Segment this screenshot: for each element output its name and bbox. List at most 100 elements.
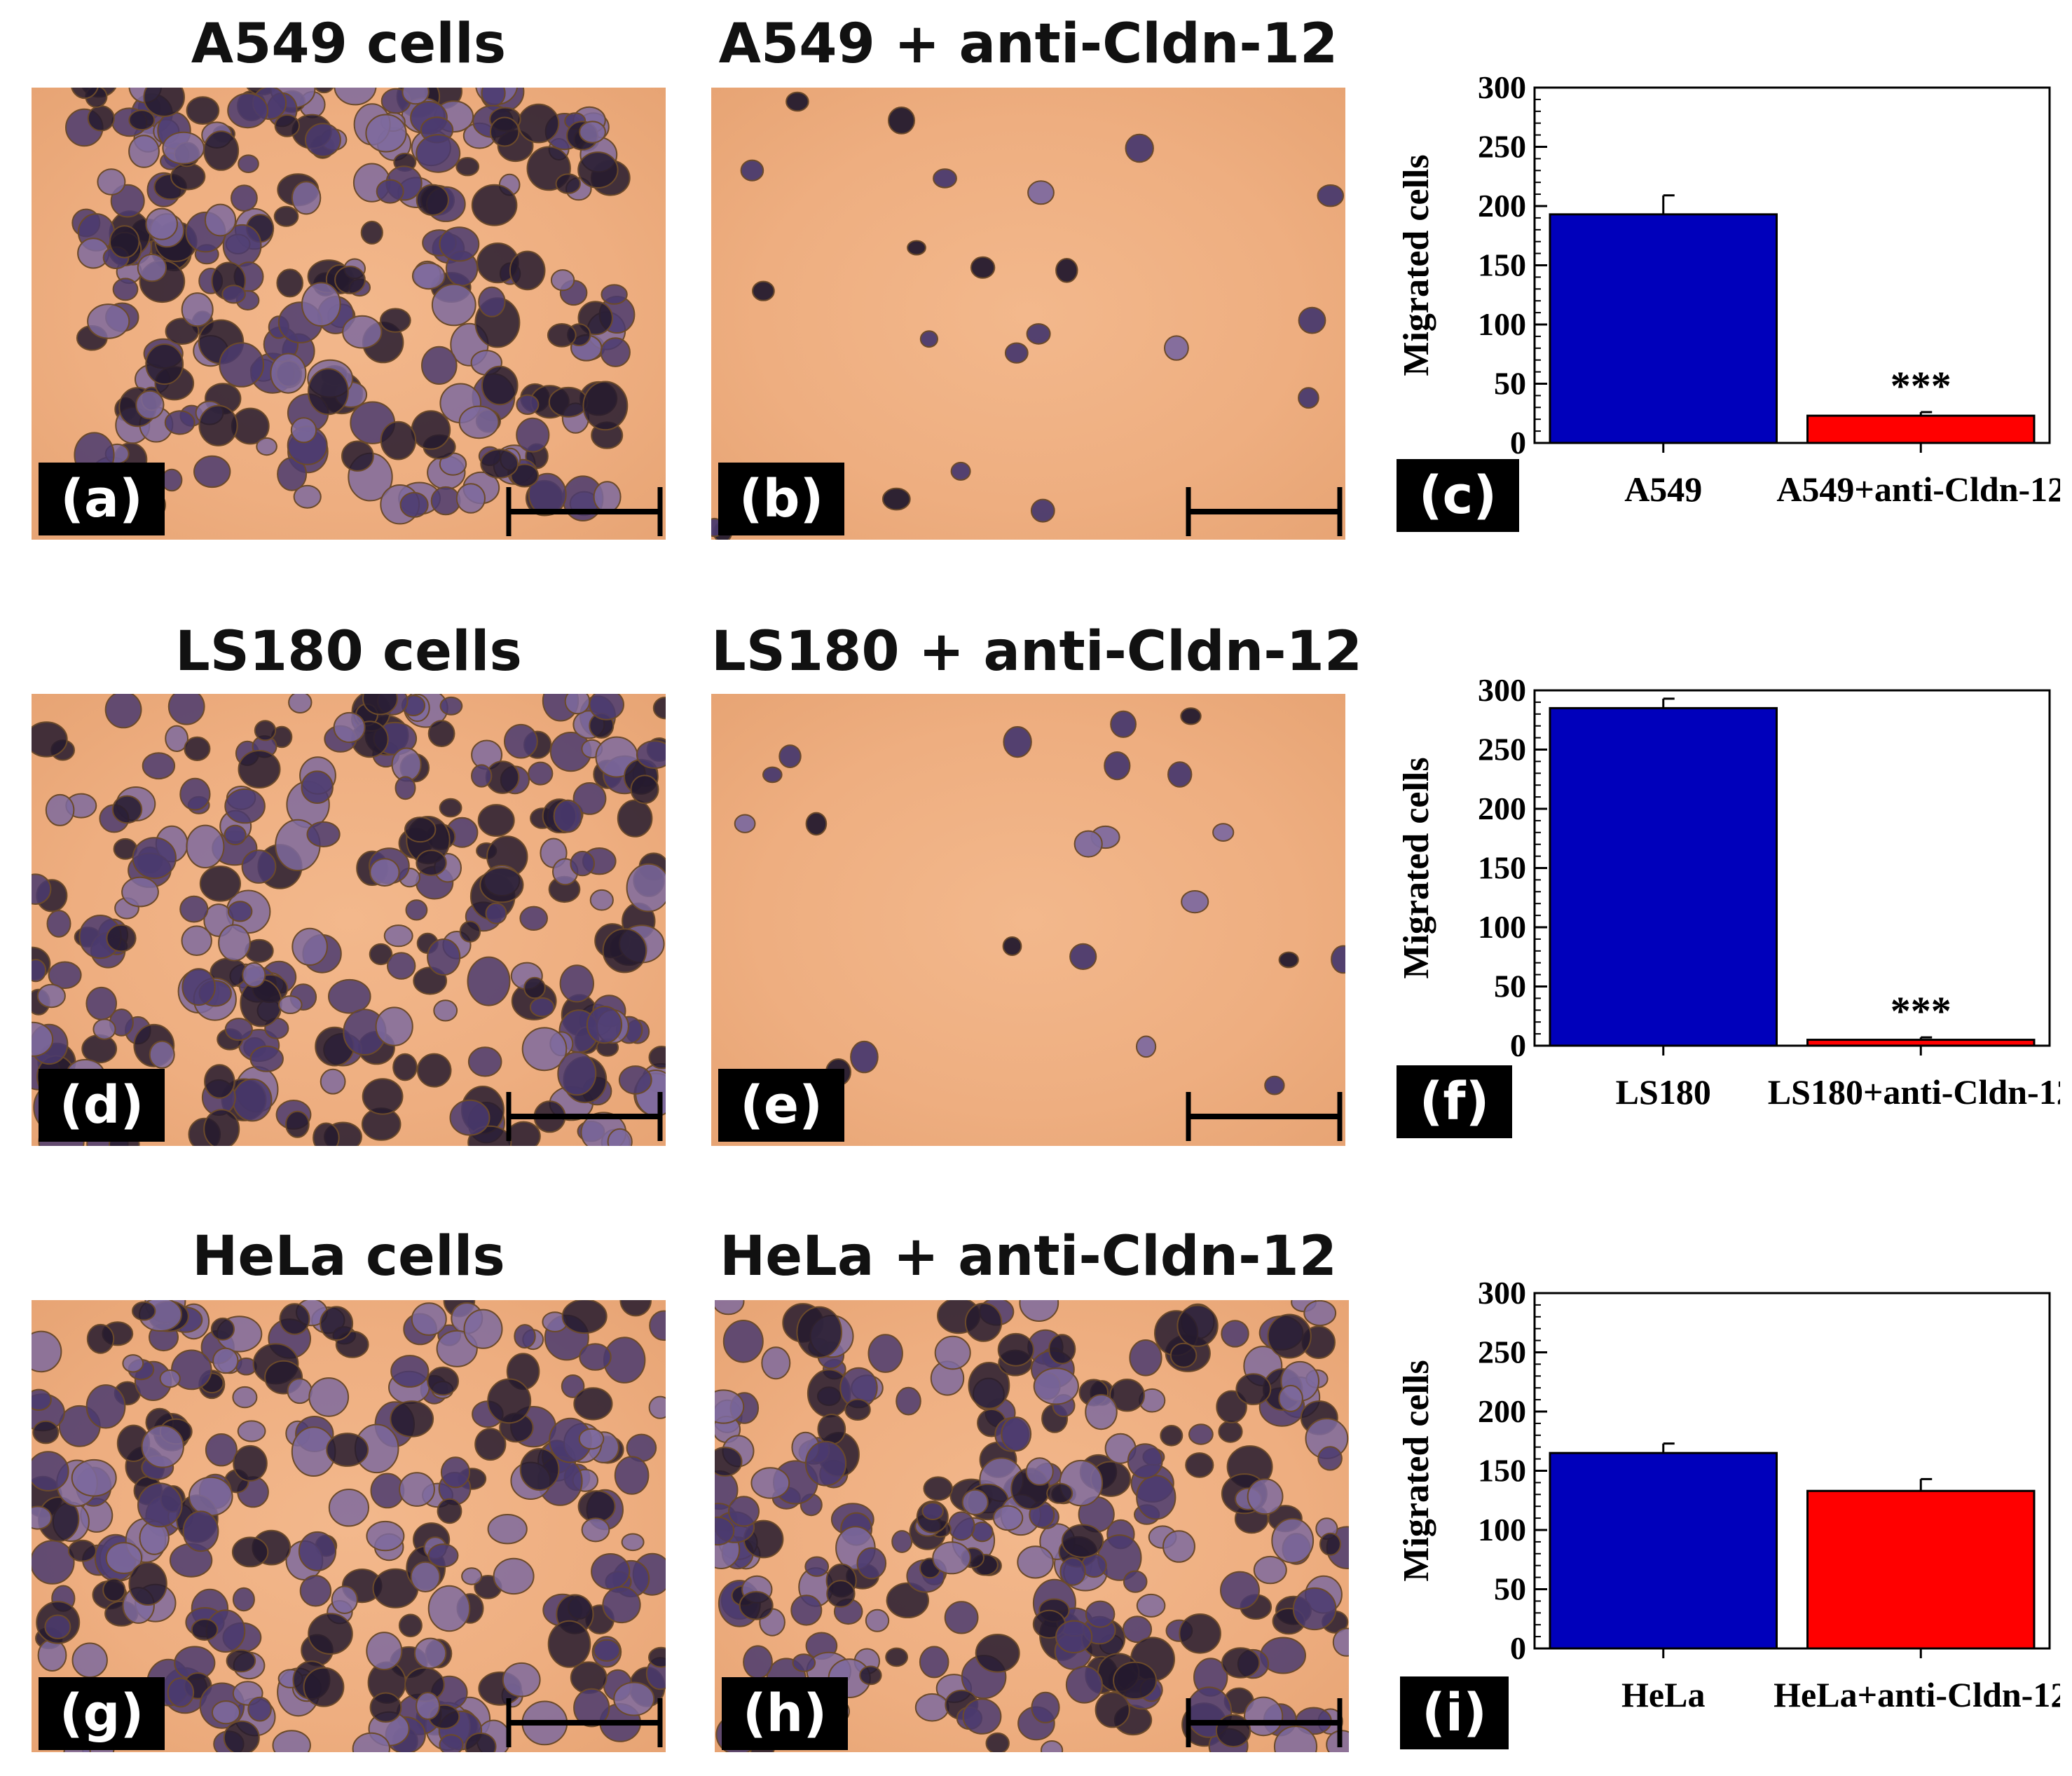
cell — [301, 282, 341, 327]
y-tick-label: 50 — [1494, 969, 1526, 1004]
cell — [398, 1613, 423, 1638]
cell — [1136, 1475, 1176, 1520]
cell — [589, 694, 624, 720]
bar — [1549, 706, 1778, 1047]
cell — [471, 764, 493, 788]
cell — [1169, 1342, 1198, 1368]
cell — [792, 1653, 816, 1672]
cell — [1136, 1035, 1157, 1058]
cell — [636, 740, 666, 770]
cell — [421, 346, 458, 385]
micrograph-hela — [32, 1300, 666, 1752]
cell — [761, 1346, 791, 1380]
cell — [331, 1585, 358, 1615]
cell — [405, 899, 428, 921]
cell — [528, 472, 567, 516]
cell — [1059, 1557, 1086, 1586]
cell — [804, 1556, 830, 1577]
y-tick-label: 150 — [1478, 247, 1526, 283]
cell — [550, 269, 575, 292]
cell — [465, 1732, 497, 1752]
cell — [439, 1734, 464, 1752]
cell — [334, 266, 366, 294]
cell — [1188, 1423, 1214, 1445]
micrograph-texture — [65, 88, 636, 525]
cell — [458, 405, 500, 439]
cell — [970, 256, 996, 279]
cell — [81, 1034, 118, 1064]
cell — [964, 1302, 1003, 1342]
cell — [404, 817, 437, 843]
cell — [92, 1018, 116, 1040]
cell — [48, 961, 82, 990]
bar-chart-hela: 0 50 100 150 200 250 300 Migrated cells HeLa HeLa… — [1397, 1276, 2060, 1714]
cell — [376, 179, 404, 204]
cell — [932, 1541, 971, 1575]
cell — [380, 421, 417, 460]
cell — [360, 220, 383, 245]
cell — [272, 1730, 311, 1752]
cell — [1319, 1532, 1341, 1556]
cell — [141, 1425, 184, 1468]
cell — [97, 168, 126, 196]
cell — [975, 1634, 1020, 1673]
cell — [320, 1068, 346, 1095]
cell — [1278, 951, 1299, 969]
cell — [1303, 1300, 1337, 1327]
cell — [71, 88, 99, 100]
cell — [564, 694, 591, 715]
cell — [968, 1362, 1010, 1409]
cell — [1235, 1373, 1272, 1405]
cell — [399, 491, 429, 518]
cell — [455, 157, 480, 177]
cell — [293, 484, 322, 509]
cell — [413, 1637, 447, 1669]
y-axis-label: Migrated cells — [1397, 757, 1436, 978]
bar — [1549, 213, 1778, 444]
cell — [1109, 1379, 1145, 1412]
cell — [923, 1476, 953, 1501]
cell — [481, 88, 506, 107]
cell — [888, 107, 915, 135]
cell — [555, 173, 581, 194]
cell — [865, 1608, 890, 1632]
cell — [1046, 1482, 1073, 1504]
scale-bar — [506, 1698, 663, 1747]
cell — [519, 906, 549, 931]
cell — [1317, 184, 1345, 207]
cell — [219, 342, 265, 388]
cell — [32, 1505, 53, 1530]
cell — [519, 1448, 560, 1491]
cell — [1220, 1571, 1260, 1610]
cell — [455, 483, 486, 514]
cell — [102, 1578, 126, 1602]
cell — [287, 1378, 313, 1405]
cell — [479, 867, 524, 903]
cell — [416, 1692, 441, 1720]
cell — [32, 1388, 52, 1411]
scale-bar — [1186, 1698, 1343, 1747]
cell — [439, 696, 463, 716]
panel-label-i: (i) — [1400, 1676, 1509, 1749]
cell — [602, 1586, 641, 1624]
cell — [1055, 257, 1078, 283]
cell — [314, 88, 334, 94]
y-tick-label: 300 — [1478, 673, 1526, 708]
cell — [167, 694, 205, 725]
cell — [1065, 1665, 1103, 1704]
cell — [128, 1562, 167, 1606]
cell — [159, 1369, 181, 1388]
cell — [247, 1696, 272, 1722]
cell — [402, 88, 430, 105]
cell — [489, 116, 520, 147]
cell — [181, 292, 214, 327]
cell — [715, 1389, 745, 1424]
cell — [528, 761, 554, 786]
y-tick-label: 300 — [1478, 70, 1526, 105]
cell — [559, 964, 594, 1003]
cell — [238, 154, 259, 173]
cell — [240, 978, 282, 1027]
cell — [1298, 387, 1319, 409]
cell — [1104, 751, 1131, 781]
cell — [128, 135, 160, 168]
